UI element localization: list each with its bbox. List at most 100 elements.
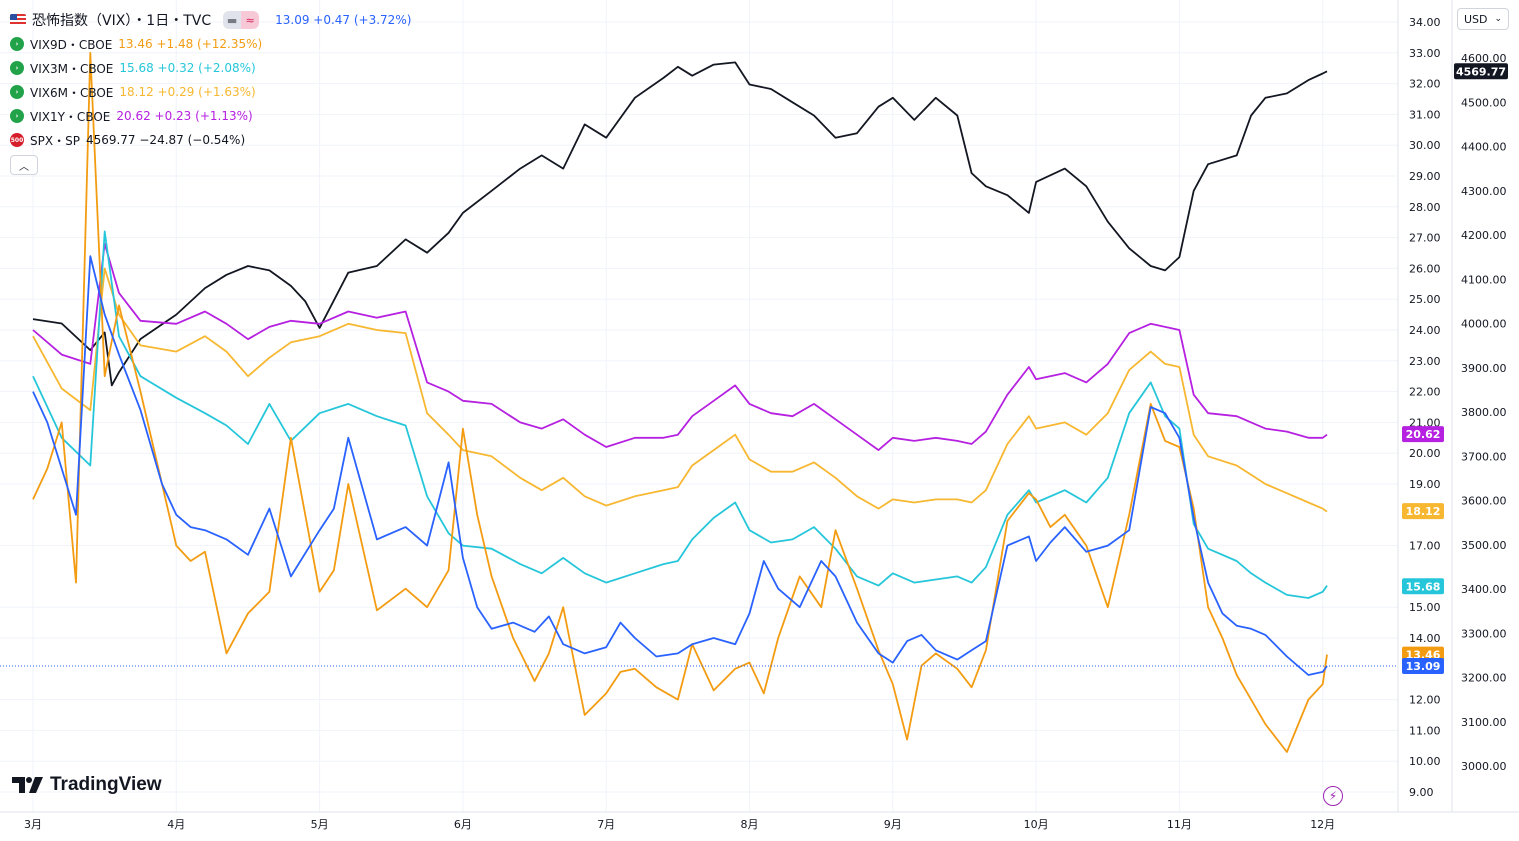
- y-tick-label: 3900.00: [1461, 362, 1507, 375]
- sp500-badge-icon: 500: [10, 133, 24, 147]
- y-tick-label: 4000.00: [1461, 318, 1507, 331]
- y-tick-label: 3700.00: [1461, 450, 1507, 463]
- tradingview-logo-icon: [12, 777, 43, 793]
- legend-row[interactable]: › VIX6M・CBOE 18.12 +0.29 (+1.63%): [10, 80, 411, 104]
- time-scale: 3月 4月 5月 6月 7月 8月 9月 10月 11月 12月: [24, 818, 1335, 831]
- gridlines: [0, 0, 1398, 812]
- legend-symbol: VIX6M・CBOE: [30, 85, 114, 100]
- y-tick-label: 25.00: [1409, 293, 1441, 306]
- y-tick-label: 4400.00: [1461, 141, 1507, 154]
- y-tick-label: 15.00: [1409, 601, 1441, 614]
- main-symbol-values: 13.09 +0.47 (+3.72%): [275, 13, 412, 27]
- y-tick-label: 31.00: [1409, 108, 1441, 121]
- series-line: [32, 242, 1328, 452]
- legend-series-list: › VIX9D・CBOE 13.46 +1.48 (+12.35%) › VIX3M・C…: [10, 32, 411, 152]
- legend-symbol: SPX・SP: [30, 133, 80, 148]
- y-tick-label: 4100.00: [1461, 273, 1507, 286]
- minus-icon[interactable]: ▬: [223, 11, 242, 29]
- series-lines: [0, 51, 1398, 753]
- y-tick-label: 14.00: [1409, 632, 1441, 645]
- legend-values: 13.46 +1.48 (+12.35%): [118, 37, 263, 51]
- legend-symbol: VIX3M・CBOE: [30, 61, 114, 76]
- series-line: [32, 61, 1328, 387]
- last-value-text: 15.68: [1406, 580, 1441, 593]
- last-value-badge: [1402, 426, 1444, 443]
- last-value-badge: [1402, 503, 1444, 520]
- pill-buttons[interactable]: ▬ ≈: [223, 11, 260, 29]
- y-tick-label: 12.00: [1409, 694, 1441, 707]
- tradingview-brand[interactable]: TradingView: [12, 774, 162, 796]
- green-badge-icon: ›: [10, 109, 24, 123]
- y-tick-label: 26.00: [1409, 262, 1441, 275]
- chevron-down-icon: ⌄: [1494, 14, 1502, 24]
- y-tick-label: 20.00: [1409, 447, 1441, 460]
- legend-values: 20.62 +0.23 (+1.13%): [116, 109, 253, 123]
- legend-row[interactable]: › VIX9D・CBOE 13.46 +1.48 (+12.35%): [10, 32, 411, 56]
- legend-row[interactable]: › VIX3M・CBOE 15.68 +0.32 (+2.08%): [10, 56, 411, 80]
- y-tick-label: 32.00: [1409, 78, 1441, 91]
- legend: 恐怖指数（VIX）・1日・TVC ▬ ≈ 13.09 +0.47 (+3.72%…: [10, 8, 411, 175]
- x-tick-label: 12月: [1310, 818, 1335, 831]
- y-tick-label: 24.00: [1409, 324, 1441, 337]
- lightning-icon[interactable]: ⚡: [1323, 786, 1343, 806]
- y-tick-label: 23.00: [1409, 355, 1441, 368]
- currency-selector[interactable]: USD ⌄: [1457, 8, 1509, 30]
- last-value-badge: [1454, 63, 1508, 80]
- y-tick-label: 3200.00: [1461, 672, 1507, 685]
- x-tick-label: 9月: [884, 818, 902, 831]
- last-value-text: 4569.77: [1456, 65, 1506, 78]
- last-value-text: 13.09: [1406, 660, 1441, 673]
- y-tick-label: 3400.00: [1461, 583, 1507, 596]
- legend-main-row[interactable]: 恐怖指数（VIX）・1日・TVC ▬ ≈ 13.09 +0.47 (+3.72%…: [10, 8, 411, 32]
- last-value-text: 18.12: [1406, 505, 1441, 518]
- y-tick-label: 34.00: [1409, 16, 1441, 29]
- chevron-up-icon: ︿: [19, 161, 29, 173]
- currency-label: USD: [1464, 12, 1488, 26]
- y-tick-label: 4200.00: [1461, 229, 1507, 242]
- y-tick-label: 33.00: [1409, 47, 1441, 60]
- y-tick-label: 3100.00: [1461, 716, 1507, 729]
- y-tick-label: 3600.00: [1461, 495, 1507, 508]
- x-tick-label: 10月: [1024, 818, 1049, 831]
- green-badge-icon: ›: [10, 37, 24, 51]
- y-tick-label: 3800.00: [1461, 406, 1507, 419]
- legend-row[interactable]: 500 SPX・SP 4569.77 −24.87 (−0.54%): [10, 128, 411, 152]
- series-line: [32, 230, 1328, 599]
- main-symbol-title: 恐怖指数（VIX）・1日・TVC: [32, 13, 212, 29]
- legend-symbol: VIX1Y・CBOE: [30, 109, 111, 124]
- legend-row[interactable]: › VIX1Y・CBOE 20.62 +0.23 (+1.13%): [10, 104, 411, 128]
- y-tick-label: 4300.00: [1461, 185, 1507, 198]
- y-tick-label: 22.00: [1409, 386, 1441, 399]
- green-badge-icon: ›: [10, 85, 24, 99]
- y-tick-label: 3500.00: [1461, 539, 1507, 552]
- y-tick-label: 27.00: [1409, 232, 1441, 245]
- series-line: [32, 267, 1328, 513]
- y-tick-label: 17.00: [1409, 540, 1441, 553]
- x-tick-label: 8月: [741, 818, 759, 831]
- x-tick-label: 11月: [1167, 818, 1192, 831]
- x-tick-label: 5月: [311, 818, 329, 831]
- y-tick-label: 28.00: [1409, 201, 1441, 214]
- legend-values: 4569.77 −24.87 (−0.54%): [85, 133, 246, 147]
- legend-values: 15.68 +0.32 (+2.08%): [119, 61, 256, 75]
- y-tick-label: 10.00: [1409, 755, 1441, 768]
- right-price-scale: 4600.00 4500.00 4400.00 4300.00 4200.00 4100.…: [1461, 52, 1507, 773]
- left-price-scale: 34.00 33.00 32.00 31.00 30.00 29.00 28.00 27.00…: [1409, 16, 1441, 799]
- last-value-badge: [1402, 578, 1444, 595]
- y-tick-label: 11.00: [1409, 724, 1441, 737]
- approx-icon[interactable]: ≈: [241, 11, 260, 29]
- y-tick-label: 3000.00: [1461, 760, 1507, 773]
- collapse-legend-button[interactable]: ︿: [10, 155, 38, 175]
- brand-name: TradingView: [50, 774, 162, 795]
- series-line: [32, 255, 1328, 676]
- last-value-text: 20.62: [1406, 428, 1441, 441]
- y-tick-label: 29.00: [1409, 170, 1441, 183]
- legend-symbol: VIX9D・CBOE: [30, 37, 113, 52]
- x-tick-label: 4月: [167, 818, 185, 831]
- legend-values: 18.12 +0.29 (+1.63%): [119, 85, 256, 99]
- y-tick-label: 4500.00: [1461, 96, 1507, 109]
- last-value-badge: [1402, 658, 1444, 675]
